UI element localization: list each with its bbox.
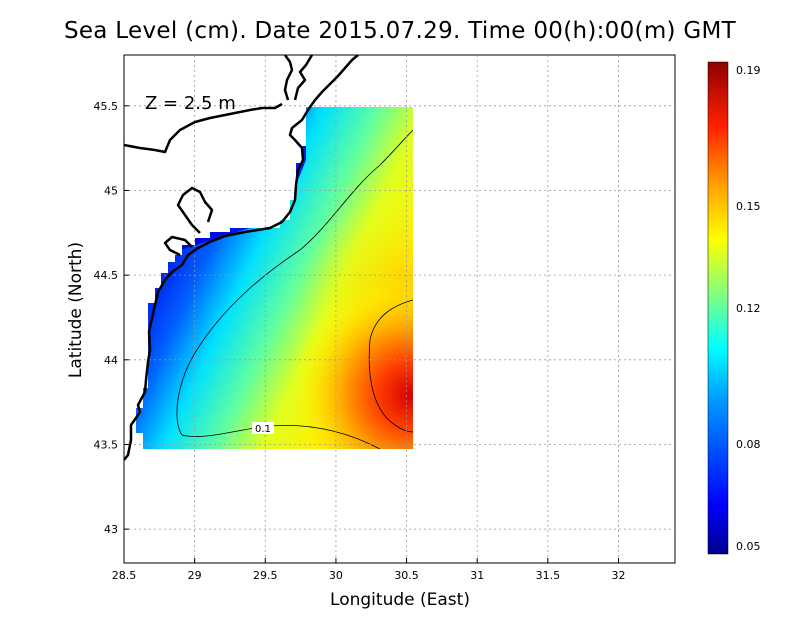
x-tick-label: 30.5 (394, 569, 419, 582)
y-axis: 43 43.5 44 44.5 45 45.5 (94, 100, 129, 536)
x-tick-label: 30 (329, 569, 343, 582)
depth-annotation: Z = 2.5 m (145, 93, 236, 114)
x-tick-label: 29.5 (253, 569, 278, 582)
colorbar-tick-label: 0.05 (736, 540, 761, 553)
colorbar-tick-label: 0.15 (736, 200, 761, 213)
x-axis: 28.5 29 29.5 30 30.5 31 31.5 32 (112, 558, 625, 582)
grid (124, 55, 675, 563)
x-tick-label: 32 (611, 569, 625, 582)
y-axis-label: Latitude (North) (66, 241, 86, 379)
x-axis-label: Longitude (East) (330, 590, 470, 610)
x-tick-label: 31.5 (536, 569, 561, 582)
contour-label: 0.1 (255, 424, 271, 435)
colorbar-tick-label: 0.08 (736, 438, 761, 451)
y-tick-label: 44 (104, 354, 118, 367)
x-tick-label: 31 (470, 569, 484, 582)
colorbar-tick-label: 0.12 (736, 302, 761, 315)
y-tick-label: 45.5 (94, 100, 119, 113)
coastline (124, 55, 359, 461)
y-tick-label: 43 (104, 523, 118, 536)
colorbar (707, 61, 729, 555)
colorbar-ticks: 0.19 0.15 0.12 0.08 0.05 (736, 64, 761, 553)
contour-label-box (252, 422, 274, 434)
y-tick-label: 44.5 (94, 269, 119, 282)
x-tick-label: 28.5 (112, 569, 137, 582)
x-tick-label: 29 (188, 569, 202, 582)
colorbar-tick-label: 0.19 (736, 64, 761, 77)
y-tick-label: 43.5 (94, 438, 119, 451)
y-tick-label: 45 (104, 184, 118, 197)
chart-title: Sea Level (cm). Date 2015.07.29. Time 00… (63, 18, 737, 44)
